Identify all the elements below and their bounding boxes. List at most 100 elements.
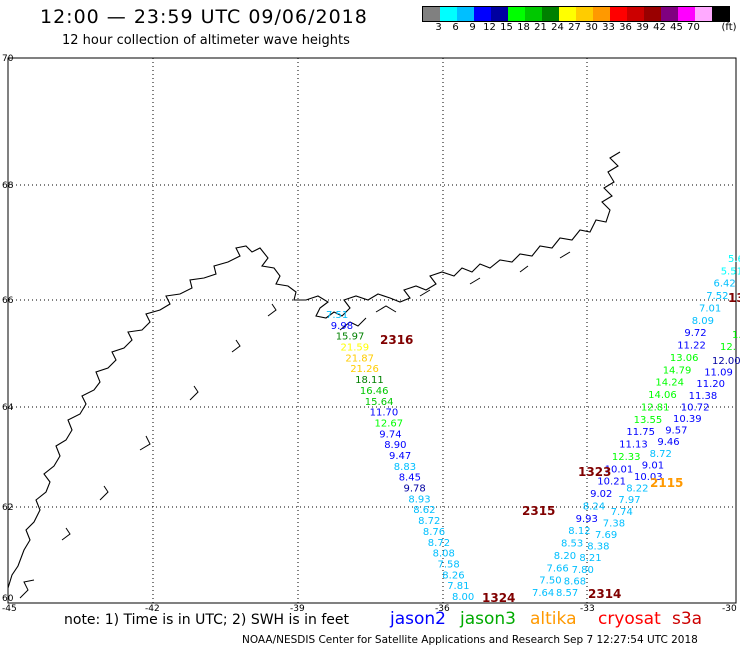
swh-value-label: 7.64 <box>532 588 554 599</box>
satellite-s3a: s3a <box>672 609 703 629</box>
legend-label: 45 <box>670 22 683 33</box>
swh-value-label: 8.12 <box>568 526 590 537</box>
legend-label: 70 <box>687 22 700 33</box>
swh-value-label: 8.57 <box>556 588 578 599</box>
legend-label: 3 <box>435 22 442 33</box>
swh-value-label: 7.51 <box>326 310 348 321</box>
map-subtitle: 12 hour collection of altimeter wave hei… <box>62 33 350 48</box>
lon-label: -36 <box>435 604 450 614</box>
swh-value-label: 8.09 <box>692 316 714 327</box>
legend-swatch <box>576 7 593 21</box>
swh-value-label: 5.6 <box>728 254 740 265</box>
footer-note: note: 1) Time is in UTC; 2) SWH is in fe… <box>64 612 350 628</box>
pass-labels: 2316 2315 1323 2115 1324 2314 13 <box>380 291 740 605</box>
swh-value-label: 14.79 <box>663 365 692 376</box>
swh-value-label: 8.90 <box>384 440 406 451</box>
swh-value-label: 9.74 <box>379 429 401 440</box>
legend-swatch <box>695 7 712 21</box>
coastline-islands <box>19 251 571 599</box>
swh-value-label: 8.24 <box>583 501 605 512</box>
legend-label: 18 <box>517 22 530 33</box>
swh-value-label: 9.57 <box>665 426 687 437</box>
pass-time-label: 13 <box>728 291 740 305</box>
swh-value-label: 21.59 <box>341 343 370 354</box>
swh-value-label: 11.22 <box>677 341 706 352</box>
swh-value-label: 8.08 <box>433 549 455 560</box>
legend-swatch <box>627 7 644 21</box>
legend-swatch <box>508 7 525 21</box>
lat-label: 68 <box>2 181 14 191</box>
swh-value-label: 11.13 <box>619 440 648 451</box>
swh-value-label: 11.20 <box>696 379 725 390</box>
legend-swatch <box>610 7 627 21</box>
swh-value-label: 11.38 <box>689 391 718 402</box>
swh-value-label: 8.00 <box>452 592 474 603</box>
swh-value-label: 21.26 <box>350 364 379 375</box>
swh-value-label: 8.72 <box>650 449 672 460</box>
legend-label: 30 <box>585 22 598 33</box>
pass-time-label: 1323 <box>578 465 611 479</box>
swh-value-label: 9.72 <box>684 328 706 339</box>
swh-value-label: 15.64 <box>365 397 394 408</box>
swh-value-label: 10.21 <box>597 477 626 488</box>
pass-time-label: 2315 <box>522 504 555 518</box>
swh-value-label: 6.42 <box>714 279 736 290</box>
swh-value-label: 1. <box>732 330 740 341</box>
legend-swatch <box>661 7 678 21</box>
swh-value-label: 7.01 <box>699 304 721 315</box>
graticule <box>8 58 736 603</box>
legend-swatch <box>457 7 474 21</box>
swh-value-label: 9.47 <box>389 451 411 462</box>
plot-frame <box>7 57 737 604</box>
swh-value-label: 8.93 <box>408 494 430 505</box>
swh-value-label: 8.76 <box>423 527 445 538</box>
swh-value-label: 15.97 <box>336 332 365 343</box>
swh-value-label: 7.38 <box>603 518 625 529</box>
satellite-cryosat: cryosat <box>598 609 661 629</box>
lon-label: -42 <box>145 604 160 614</box>
legend-label: 12 <box>483 22 496 33</box>
legend-swatch <box>678 7 695 21</box>
pass-time-label: 2314 <box>588 587 621 601</box>
legend-swatch <box>712 7 729 21</box>
legend-swatch <box>474 7 491 21</box>
swh-value-label: 12.67 <box>375 419 404 430</box>
swh-value-label: 10.01 <box>605 464 634 475</box>
swh-value-label: 13.06 <box>670 353 699 364</box>
satellite-altika: altika <box>530 609 577 629</box>
swh-value-label: 5.51 <box>721 266 740 277</box>
swh-value-label: 9.02 <box>590 489 612 500</box>
legend-swatch <box>644 7 661 21</box>
legend-swatch <box>559 7 576 21</box>
altimeter-tracks: 7.519.9815.9721.5921.8721.2618.1116.4615… <box>326 254 740 603</box>
swh-value-label: 12.00 <box>712 356 740 367</box>
legend-unit: (ft) <box>721 22 737 33</box>
swh-value-label: 13.55 <box>634 415 663 426</box>
swh-value-label: 8.38 <box>587 542 609 553</box>
pass-time-label: 2316 <box>380 333 413 347</box>
swh-value-label: 12.81 <box>641 402 670 413</box>
legend-label: 27 <box>568 22 581 33</box>
legend-swatch <box>491 7 508 21</box>
legend-swatch <box>423 7 440 21</box>
swh-value-label: 8.72 <box>428 538 450 549</box>
swh-value-label: 9.01 <box>642 460 664 471</box>
swh-value-label: 7.66 <box>547 563 569 574</box>
swh-value-label: 8.62 <box>413 505 435 516</box>
swh-value-label: 8.53 <box>561 539 583 550</box>
legend-swatch <box>593 7 610 21</box>
satellite-jason3: jason3 <box>460 609 516 629</box>
swh-value-label: 7.97 <box>618 495 640 506</box>
swh-value-label: 11.75 <box>626 427 655 438</box>
lon-label: -39 <box>290 604 305 614</box>
credit-line: NOAA/NESDIS Center for Satellite Applica… <box>242 634 698 646</box>
swh-value-label: 9.78 <box>404 484 426 495</box>
swh-value-label: 8.68 <box>564 576 586 587</box>
legend-label: 36 <box>619 22 632 33</box>
swh-value-label: 10.03 <box>634 472 663 483</box>
swh-value-label: 9.46 <box>657 437 679 448</box>
lat-label: 64 <box>2 403 14 413</box>
swh-value-label: 21.87 <box>345 353 374 364</box>
swh-value-label: 10.72 <box>681 402 710 413</box>
swh-value-label: 7.69 <box>595 530 617 541</box>
